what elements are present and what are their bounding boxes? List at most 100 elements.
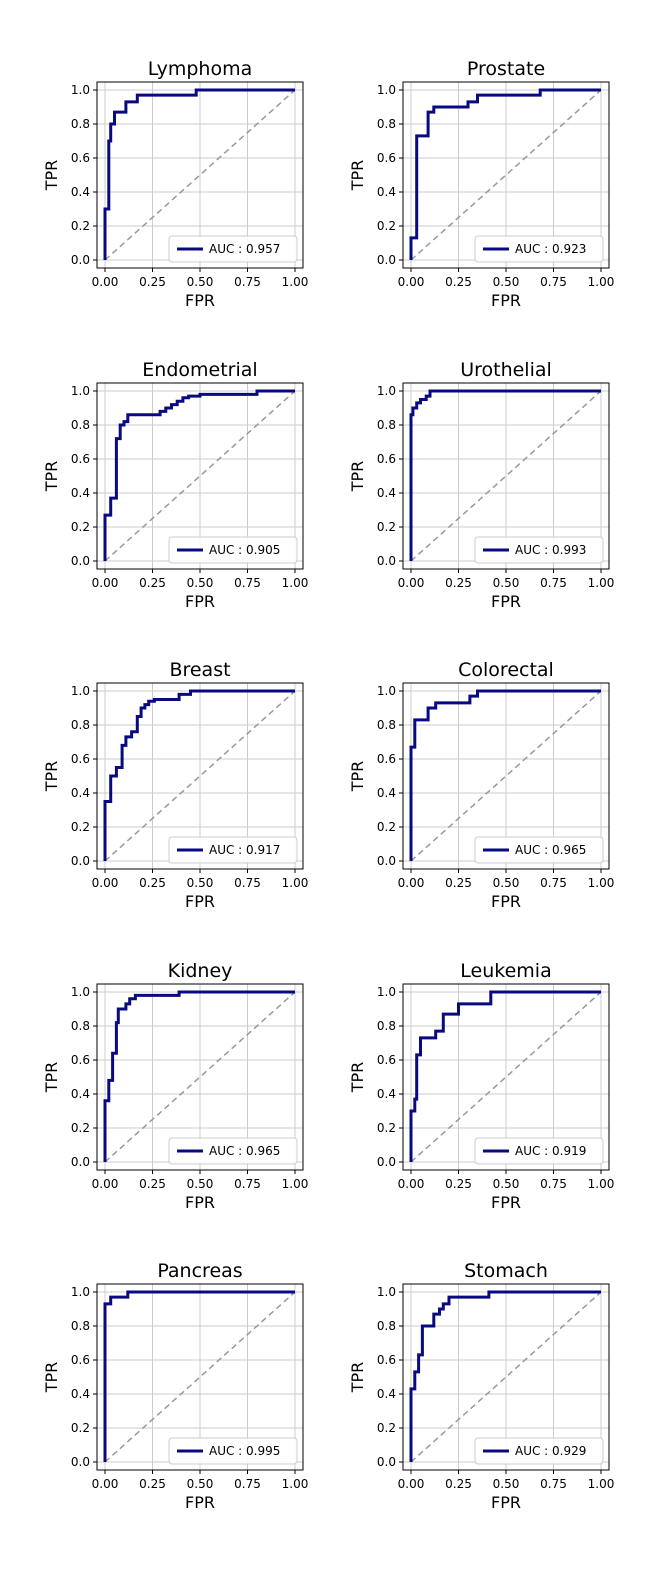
panel-title: Leukemia (460, 960, 551, 982)
legend-label: AUC : 0.993 (515, 543, 586, 557)
x-tick-label: 0.50 (187, 275, 214, 289)
x-tick-label: 0.25 (139, 1477, 166, 1491)
roc-panel-prostate: 0.00 0.25 0.50 0.75 1.00 0.0 0.2 0.4 0.6 0.8 1.0 Pr… (348, 58, 614, 310)
legend-box (168, 1437, 298, 1465)
x-tick-label: 1.00 (282, 576, 309, 590)
roc-panel-stomach: 0.00 0.25 0.50 0.75 1.00 0.0 0.2 0.4 0.6 0.8 1.0 St… (348, 1260, 614, 1512)
x-tick-label: 0.75 (234, 1477, 261, 1491)
x-tick-label: 0.25 (445, 1477, 472, 1491)
y-tick-label: 0.4 (71, 1387, 90, 1401)
x-axis-label: FPR (185, 892, 215, 911)
x-tick-label: 0.50 (493, 1477, 520, 1491)
roc-panel-kidney: 0.00 0.25 0.50 0.75 1.00 0.0 0.2 0.4 0.6 0.8 1.0 Ki… (42, 960, 308, 1212)
legend-box (474, 235, 604, 263)
y-tick-label: 0.2 (377, 1121, 396, 1135)
x-tick-label: 0.75 (234, 1177, 261, 1191)
y-tick-label: 0.8 (71, 718, 90, 732)
y-tick-label: 0.2 (71, 1121, 90, 1135)
x-tick-label: 0.75 (540, 1477, 567, 1491)
legend-label: AUC : 0.957 (209, 242, 280, 256)
x-tick-label: 0.75 (540, 1177, 567, 1191)
y-tick-label: 0.0 (377, 253, 396, 267)
y-tick-label: 0.6 (377, 452, 396, 466)
y-tick-label: 0.6 (71, 752, 90, 766)
legend-box (474, 1137, 604, 1165)
y-tick-label: 0.8 (71, 117, 90, 131)
y-tick-label: 0.4 (377, 185, 396, 199)
x-tick-label: 0.25 (445, 876, 472, 890)
y-tick-label: 0.0 (377, 554, 396, 568)
x-tick-label: 0.75 (540, 876, 567, 890)
y-tick-label: 0.4 (71, 486, 90, 500)
roc-curve (409, 990, 601, 1162)
x-axis-label: FPR (185, 592, 215, 611)
x-tick-label: 0.00 (92, 576, 119, 590)
panel-title: Colorectal (458, 659, 554, 681)
x-tick-label: 1.00 (588, 576, 615, 590)
chance-diagonal (410, 991, 602, 1163)
legend-label: AUC : 0.965 (515, 843, 586, 857)
x-tick-label: 1.00 (588, 876, 615, 890)
x-tick-label: 0.00 (398, 275, 425, 289)
x-tick-label: 0.50 (187, 1177, 214, 1191)
x-tick-label: 0.00 (92, 1177, 119, 1191)
roc-curve (409, 88, 601, 260)
y-tick-label: 0.4 (71, 1087, 90, 1101)
y-tick-label: 1.0 (71, 1285, 90, 1299)
legend-label: AUC : 0.905 (209, 543, 280, 557)
y-tick-label: 0.4 (71, 185, 90, 199)
x-axis-label: FPR (491, 892, 521, 911)
legend-box (474, 536, 604, 564)
y-tick-label: 0.2 (377, 1421, 396, 1435)
roc-curve (103, 689, 295, 861)
y-tick-label: 0.4 (377, 1087, 396, 1101)
y-tick-label: 0.4 (71, 786, 90, 800)
legend-label: AUC : 0.965 (209, 1144, 280, 1158)
x-tick-label: 1.00 (588, 1177, 615, 1191)
roc-panel-endometrial: 0.00 0.25 0.50 0.75 1.00 0.0 0.2 0.4 0.6 0.8 1.0 En… (42, 359, 308, 611)
y-axis-label: TPR (348, 1062, 367, 1094)
y-tick-label: 1.0 (377, 684, 396, 698)
chance-diagonal (410, 1291, 602, 1463)
roc-curve (103, 990, 295, 1162)
y-tick-label: 1.0 (377, 384, 396, 398)
x-tick-label: 0.00 (92, 275, 119, 289)
x-tick-label: 0.75 (540, 576, 567, 590)
roc-panel-lymphoma: 0.00 0.25 0.50 0.75 1.00 0.0 0.2 0.4 0.6 0.8 1.0 Ly… (42, 58, 308, 310)
y-tick-label: 0.4 (377, 786, 396, 800)
y-axis-label: TPR (42, 1362, 61, 1394)
y-tick-label: 1.0 (71, 83, 90, 97)
legend-label: AUC : 0.923 (515, 242, 586, 256)
x-axis-label: FPR (185, 1193, 215, 1212)
chance-diagonal (410, 89, 602, 261)
y-tick-label: 0.8 (377, 1019, 396, 1033)
y-tick-label: 0.8 (377, 718, 396, 732)
x-tick-label: 1.00 (282, 1477, 309, 1491)
y-tick-label: 0.2 (377, 520, 396, 534)
y-tick-label: 1.0 (377, 83, 396, 97)
legend-box (168, 836, 298, 864)
legend-box (474, 836, 604, 864)
y-tick-label: 0.6 (71, 1053, 90, 1067)
x-tick-label: 1.00 (282, 1177, 309, 1191)
y-tick-label: 0.0 (71, 253, 90, 267)
roc-curve (409, 389, 601, 561)
x-tick-label: 0.50 (187, 876, 214, 890)
y-tick-label: 0.4 (377, 486, 396, 500)
x-tick-label: 1.00 (588, 1477, 615, 1491)
y-tick-label: 0.2 (377, 219, 396, 233)
y-tick-label: 0.6 (377, 752, 396, 766)
y-tick-label: 0.0 (71, 554, 90, 568)
y-axis-label: TPR (348, 461, 367, 493)
x-tick-label: 1.00 (282, 275, 309, 289)
chance-diagonal (104, 390, 296, 562)
y-axis-label: TPR (348, 160, 367, 192)
legend-label: AUC : 0.919 (515, 1144, 586, 1158)
roc-panel-colorectal: 0.00 0.25 0.50 0.75 1.00 0.0 0.2 0.4 0.6 0.8 1.0 Co… (348, 659, 614, 911)
x-tick-label: 0.25 (139, 576, 166, 590)
x-tick-label: 0.50 (187, 1477, 214, 1491)
panel-title: Urothelial (460, 359, 552, 381)
x-axis-label: FPR (185, 1493, 215, 1512)
y-tick-label: 0.8 (71, 1319, 90, 1333)
